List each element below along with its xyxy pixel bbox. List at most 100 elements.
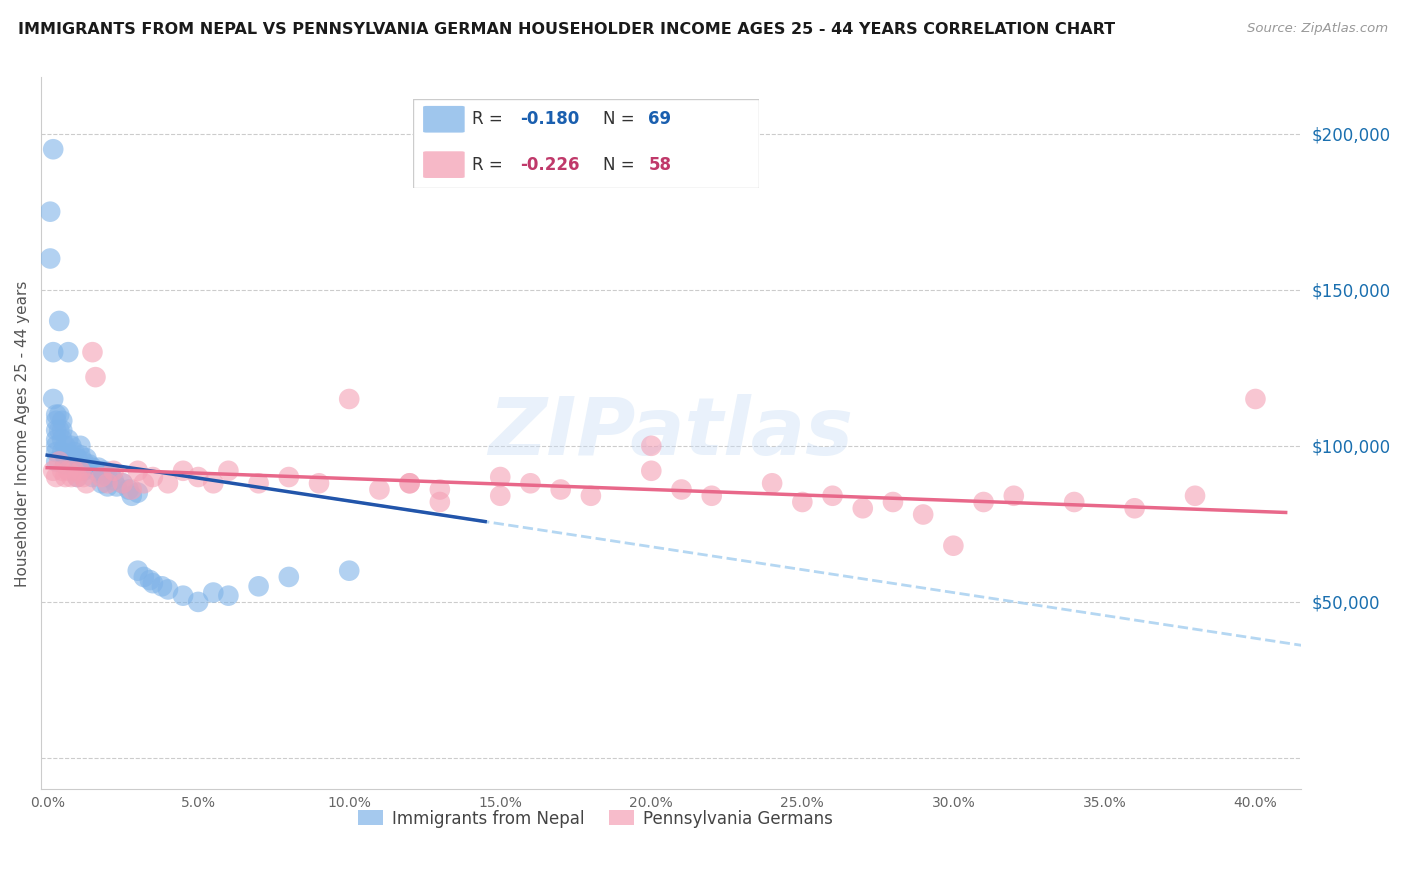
Point (69, 464, 91, 478)
Point (277, 570, 299, 584)
Point (58, 451, 80, 466)
Point (103, 464, 125, 478)
Point (39, 252, 62, 266)
Point (51, 464, 73, 478)
Point (48, 314, 70, 328)
Point (761, 476, 783, 491)
Point (489, 470, 512, 484)
Point (72, 470, 94, 484)
Point (429, 483, 451, 497)
Point (139, 573, 162, 587)
Point (66, 451, 89, 466)
Point (132, 476, 155, 491)
Point (308, 476, 330, 491)
Point (202, 585, 225, 599)
Point (429, 495, 451, 509)
Point (51, 433, 73, 447)
Point (337, 564, 360, 578)
Point (100, 467, 122, 481)
Point (45, 439, 67, 453)
Point (60, 439, 83, 453)
Point (93, 464, 115, 478)
Point (48, 423, 70, 437)
Point (72, 454, 94, 468)
Point (700, 489, 723, 503)
Point (75, 476, 97, 491)
Point (172, 589, 194, 603)
Point (60, 470, 83, 484)
Point (63, 454, 86, 468)
Point (127, 564, 149, 578)
Point (121, 489, 143, 503)
Point (63, 445, 86, 459)
Point (66, 470, 89, 484)
Point (90, 467, 112, 481)
Point (368, 483, 391, 497)
Point (489, 489, 512, 503)
Point (111, 476, 134, 491)
Point (247, 476, 270, 491)
Point (337, 392, 360, 406)
Point (69, 448, 91, 462)
Point (84, 464, 107, 478)
Point (187, 470, 209, 484)
Point (82, 460, 104, 475)
Point (45, 414, 67, 428)
Point (1002, 489, 1025, 503)
Point (45, 408, 67, 422)
Point (53, 448, 76, 462)
Point (60, 448, 83, 462)
Point (58, 345, 80, 359)
Text: ZIPatlas: ZIPatlas (488, 394, 853, 473)
Point (105, 479, 128, 493)
Point (172, 464, 194, 478)
Point (75, 460, 97, 475)
Point (63, 464, 86, 478)
Point (121, 483, 143, 497)
Point (127, 464, 149, 478)
Point (51, 423, 73, 437)
Point (53, 458, 76, 472)
Point (42, 392, 65, 406)
Point (48, 408, 70, 422)
Point (398, 476, 420, 491)
Point (1063, 495, 1085, 509)
Point (45, 445, 67, 459)
Point (973, 495, 995, 509)
Point (187, 595, 209, 609)
Point (942, 539, 965, 553)
Point (58, 433, 80, 447)
Point (48, 454, 70, 468)
Point (277, 470, 299, 484)
Point (217, 464, 239, 478)
Point (90, 470, 112, 484)
Point (792, 495, 814, 509)
Point (51, 445, 73, 459)
Point (217, 589, 239, 603)
Point (79, 458, 101, 472)
Point (132, 570, 155, 584)
Point (42, 464, 65, 478)
Point (97, 479, 120, 493)
Point (53, 470, 76, 484)
Point (69, 439, 91, 453)
Point (852, 501, 875, 516)
Point (60, 458, 83, 472)
Point (84, 370, 107, 384)
Point (72, 464, 94, 478)
Point (640, 439, 662, 453)
Point (550, 483, 572, 497)
Point (912, 508, 935, 522)
Point (103, 473, 125, 487)
Point (82, 345, 104, 359)
Point (142, 470, 165, 484)
Point (42, 142, 65, 156)
Point (519, 476, 541, 491)
Point (1123, 501, 1146, 516)
Point (45, 423, 67, 437)
Text: Source: ZipAtlas.com: Source: ZipAtlas.com (1247, 22, 1388, 36)
Point (127, 485, 149, 500)
Point (66, 460, 89, 475)
Point (75, 451, 97, 466)
Y-axis label: Householder Income Ages 25 - 44 years: Householder Income Ages 25 - 44 years (15, 280, 30, 587)
